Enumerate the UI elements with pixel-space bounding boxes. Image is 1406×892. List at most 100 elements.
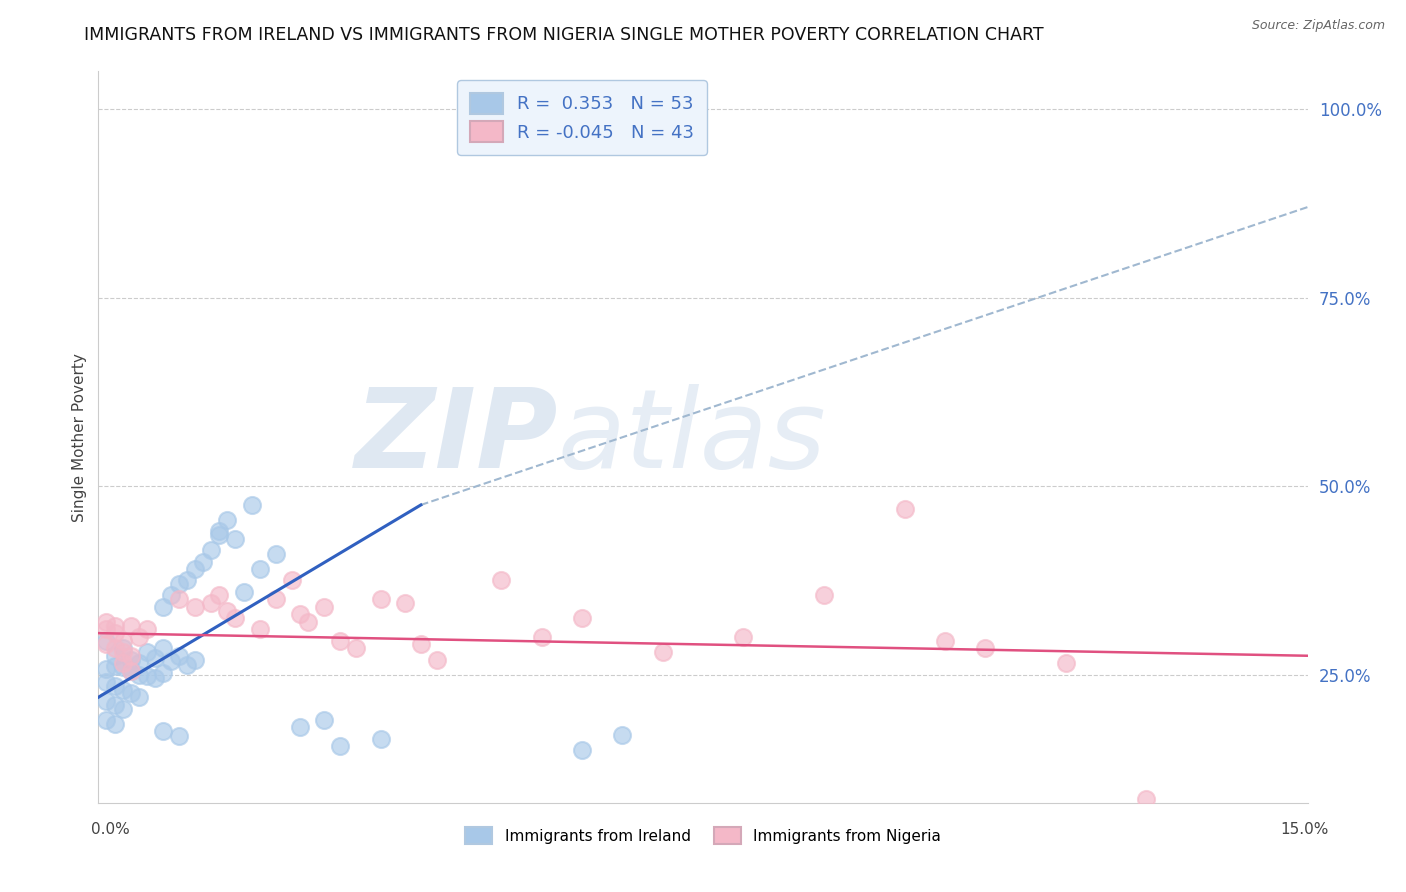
Point [893, 501, 915, 516]
Point [128, 690, 150, 705]
Point [217, 513, 239, 527]
Point [224, 532, 246, 546]
Point [111, 701, 134, 715]
Point [281, 574, 304, 588]
Point [96, 633, 118, 648]
Point [111, 657, 134, 671]
Point [103, 648, 125, 663]
Point [103, 679, 125, 693]
Point [160, 654, 183, 668]
Point [370, 592, 392, 607]
Point [288, 720, 311, 734]
Point [651, 645, 673, 659]
Point [167, 592, 190, 607]
Point [160, 589, 183, 603]
Text: atlas: atlas [558, 384, 827, 491]
Point [143, 651, 166, 665]
Point [103, 626, 125, 640]
Point [409, 637, 432, 651]
Legend: R =  0.353   N = 53, R = -0.045   N = 43: R = 0.353 N = 53, R = -0.045 N = 43 [457, 80, 707, 154]
Point [329, 739, 352, 754]
Point [329, 633, 352, 648]
Point [96, 615, 118, 629]
Point [111, 633, 134, 648]
Point [426, 652, 449, 666]
Point [111, 641, 134, 656]
Point [184, 599, 207, 614]
Point [96, 713, 118, 727]
Point [152, 666, 174, 681]
Text: 15.0%: 15.0% [1281, 822, 1329, 837]
Point [120, 664, 142, 678]
Point [120, 664, 142, 678]
Point [314, 599, 336, 614]
Point [120, 648, 142, 663]
Point [111, 645, 134, 659]
Legend: Immigrants from Ireland, Immigrants from Nigeria: Immigrants from Ireland, Immigrants from… [458, 821, 948, 850]
Point [249, 623, 271, 637]
Point [200, 543, 222, 558]
Point [111, 682, 134, 697]
Point [813, 589, 835, 603]
Point [167, 648, 190, 663]
Point [167, 730, 190, 744]
Point [240, 498, 263, 512]
Point [1054, 657, 1077, 671]
Point [370, 731, 392, 746]
Point [96, 623, 118, 637]
Point [1135, 792, 1157, 806]
Point [120, 618, 142, 632]
Point [96, 637, 118, 651]
Text: 0.0%: 0.0% [91, 822, 131, 837]
Point [208, 589, 231, 603]
Point [571, 611, 593, 625]
Point [733, 630, 755, 644]
Point [96, 662, 118, 676]
Point [176, 657, 198, 672]
Point [264, 592, 287, 607]
Point [974, 641, 997, 656]
Point [176, 574, 198, 588]
Point [128, 657, 150, 671]
Point [111, 660, 134, 674]
Point [103, 618, 125, 632]
Text: ZIP: ZIP [354, 384, 558, 491]
Point [128, 667, 150, 681]
Point [208, 528, 231, 542]
Point [152, 724, 174, 739]
Point [135, 645, 157, 659]
Point [96, 694, 118, 708]
Point [491, 574, 513, 588]
Point [152, 599, 174, 614]
Text: Source: ZipAtlas.com: Source: ZipAtlas.com [1251, 19, 1385, 31]
Point [193, 554, 215, 568]
Point [224, 611, 246, 625]
Point [103, 641, 125, 656]
Point [135, 669, 157, 683]
Point [128, 630, 150, 644]
Point [167, 577, 190, 591]
Point [96, 675, 118, 690]
Point [103, 698, 125, 712]
Point [184, 562, 207, 576]
Point [152, 641, 174, 656]
Point [344, 641, 367, 656]
Point [200, 596, 222, 610]
Point [314, 713, 336, 727]
Point [530, 630, 553, 644]
Point [120, 686, 142, 700]
Point [612, 728, 634, 742]
Point [232, 584, 254, 599]
Point [934, 633, 956, 648]
Point [120, 652, 142, 666]
Point [571, 743, 593, 757]
Point [103, 716, 125, 731]
Point [264, 547, 287, 561]
Point [103, 658, 125, 673]
Point [184, 652, 207, 666]
Y-axis label: Single Mother Poverty: Single Mother Poverty [72, 352, 87, 522]
Text: IMMIGRANTS FROM IRELAND VS IMMIGRANTS FROM NIGERIA SINGLE MOTHER POVERTY CORRELA: IMMIGRANTS FROM IRELAND VS IMMIGRANTS FR… [84, 26, 1045, 44]
Point [297, 615, 319, 629]
Point [288, 607, 311, 622]
Point [135, 623, 157, 637]
